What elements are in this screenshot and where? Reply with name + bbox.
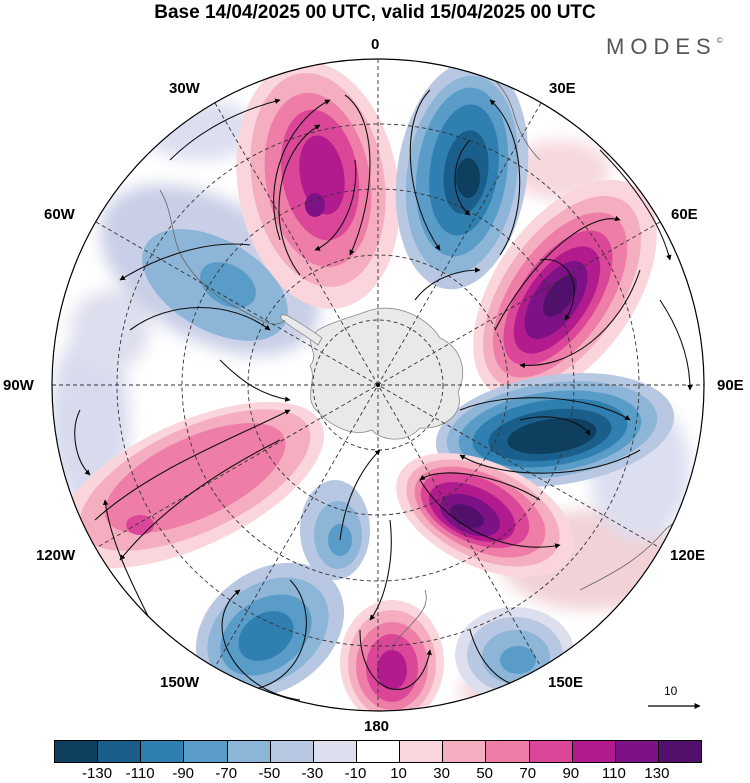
colorbar-swatch-14 xyxy=(657,741,702,762)
anomaly-high-60e xyxy=(473,180,657,400)
colorbar xyxy=(54,740,702,763)
brand-text: MODES xyxy=(606,34,717,59)
colorbar-tick-label: -90 xyxy=(172,765,195,782)
lon-label-90e: 90E xyxy=(717,377,744,394)
colorbar-tick-label: 10 xyxy=(390,765,407,782)
anomaly-low-150w xyxy=(195,480,370,698)
lon-label-0: 0 xyxy=(371,36,380,53)
colorbar-tick-label: -30 xyxy=(301,765,324,782)
anomaly-high-180 xyxy=(340,600,444,711)
colorbar-swatch-13 xyxy=(614,741,658,762)
brand-logo: MODES© xyxy=(606,34,723,60)
colorbar-swatch-5 xyxy=(269,741,313,762)
map-border xyxy=(51,58,705,712)
colorbar-swatch-3 xyxy=(183,741,227,762)
copyright-mark: © xyxy=(716,36,723,45)
colorbar-tick-label: -130 xyxy=(82,765,113,782)
colorbar-tick-label: -70 xyxy=(215,765,238,782)
anomaly-high-110w xyxy=(55,401,325,569)
lon-label-60w: 60W xyxy=(44,206,75,223)
colorbar-swatch-8 xyxy=(399,741,443,762)
lon-label-60e: 60E xyxy=(671,206,698,223)
colorbar-tick-label: 110 xyxy=(601,765,626,782)
anomaly-high-130e xyxy=(396,453,574,577)
colorbar-swatch-9 xyxy=(442,741,486,762)
colorbar-swatch-4 xyxy=(226,741,270,762)
antarctica-landmass xyxy=(309,307,464,440)
colorbar-swatch-7 xyxy=(355,741,400,762)
lon-label-90w: 90W xyxy=(3,377,34,394)
colorbar-tick-label: 90 xyxy=(562,765,580,782)
colorbar-swatch-0 xyxy=(55,741,98,762)
colorbar-swatch-12 xyxy=(571,741,615,762)
new-zealand-coast xyxy=(391,589,427,651)
colorbar-tick-label: 50 xyxy=(476,765,493,782)
anomaly-high-15w xyxy=(236,61,400,309)
colorbar-tick-label: -50 xyxy=(258,765,281,782)
map-title: Base 14/04/2025 00 UTC, valid 15/04/2025… xyxy=(154,2,596,23)
lon-label-120e: 120E xyxy=(670,547,706,564)
colorbar-tick-label: -110 xyxy=(125,765,155,782)
lon-label-150e: 150E xyxy=(548,674,584,691)
colorbar-tick-label: 70 xyxy=(519,765,537,782)
colorbar-tick-label: 130 xyxy=(644,765,670,782)
anomaly-low-60w xyxy=(142,229,288,341)
colorbar-swatch-10 xyxy=(485,741,529,762)
lon-label-30w: 30W xyxy=(169,80,200,97)
lon-label-30e: 30E xyxy=(549,80,576,97)
colorbar-tick-label: -10 xyxy=(344,765,367,782)
colorbar-swatch-1 xyxy=(97,741,141,762)
colorbar-tick-label: 30 xyxy=(433,765,450,782)
map-disk xyxy=(52,59,704,711)
colorbar-swatch-6 xyxy=(312,741,356,762)
lon-label-120w: 120W xyxy=(36,547,76,564)
lon-label-180: 180 xyxy=(364,718,390,735)
colorbar-swatch-11 xyxy=(528,741,572,762)
antarctic-peninsula xyxy=(280,314,323,346)
reference-vector-label: 10 xyxy=(664,684,678,698)
south-america-coast xyxy=(159,189,286,325)
south-pole-marker xyxy=(376,383,380,387)
lon-label-150w: 150W xyxy=(160,674,200,691)
colorbar-swatch-2 xyxy=(140,741,184,762)
anomaly-low-100e xyxy=(435,373,675,487)
